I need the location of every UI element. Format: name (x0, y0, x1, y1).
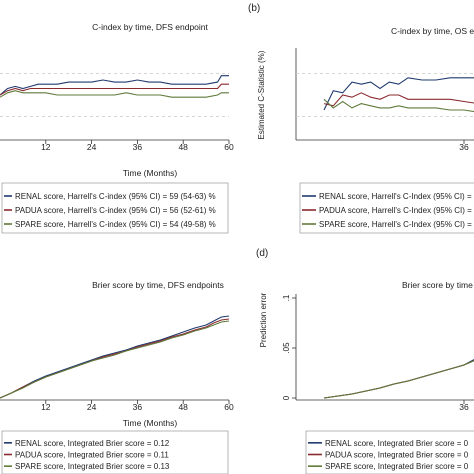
series-line (323, 360, 474, 399)
series-line (0, 315, 230, 399)
x-tick-label: 36 (459, 402, 469, 412)
x-tick-label: 36 (133, 142, 143, 152)
y-tick-label: .1 (282, 294, 291, 301)
panel-c: Brier score by time, DFS endpoints Time … (0, 280, 234, 474)
legend-entry: PADUA score, Integrated Brier score = 0 (325, 451, 469, 460)
panel-d-legend: RENAL score, Integrated Brier score = 0 P… (305, 430, 474, 474)
y-tick-label: 0 (282, 395, 291, 400)
legend-box (305, 430, 474, 474)
legend-entry: SPARE score, Integrated Brier score = 0 (325, 462, 469, 471)
panel-d-ylabel: Prediction error (259, 292, 268, 347)
legend-entry: PADUA score, Harrell's C-Index (95% CI) … (319, 206, 474, 215)
x-tick-label: 36 (133, 402, 143, 412)
series-line (323, 360, 474, 399)
series-line (323, 98, 474, 113)
panel-d-label: (d) (256, 248, 268, 259)
x-tick-label: 12 (41, 402, 51, 412)
series-line (0, 320, 230, 399)
panel-a-xlabel: Time (Months) (123, 168, 178, 178)
panel-b-ylabel: Estimated C-Statistic (%) (257, 50, 266, 139)
panel-a-title: C-index by time, DFS endpoint (92, 22, 208, 32)
panel-b: (b) C-index by time, OS endp Estimated C… (248, 3, 474, 234)
panel-b-label: (b) (248, 3, 260, 14)
series-line (323, 92, 474, 107)
x-tick-label: 60 (224, 402, 234, 412)
legend-entry: RENAL score, Integrated Brier score = 0 (325, 439, 469, 448)
panel-a: C-index by time, DFS endpoint Time (Mont… (0, 22, 234, 234)
panel-d-title: Brier score by time (402, 280, 473, 290)
panel-a-legend: RENAL score, Harrell's C-index (95% CI) … (1, 182, 229, 234)
panel-b-title: C-index by time, OS endp (391, 26, 474, 36)
x-tick-label: 24 (87, 142, 97, 152)
series-line (0, 83, 229, 96)
legend-entry: SPARE score, Harrell's C-Index (95% CI) … (319, 220, 474, 229)
legend-box (1, 182, 229, 234)
legend-box (299, 182, 474, 234)
legend-entry: RENAL score, Integrated Brier score = 0.… (15, 439, 170, 448)
legend-entry: SPARE score, Integrated Brier score = 0.… (15, 462, 170, 471)
legend-box (1, 430, 229, 474)
panel-c-xlabel: Time (Months) (123, 418, 178, 428)
series-line (0, 75, 229, 96)
panel-b-legend: RENAL score, Harrell's C-Index (95% CI) … (299, 182, 474, 234)
panel-c-legend: RENAL score, Integrated Brier score = 0.… (1, 430, 229, 474)
x-tick-label: 36 (459, 142, 469, 152)
panel-c-title: Brier score by time, DFS endpoints (92, 280, 224, 290)
y-tick-label: .05 (282, 342, 291, 354)
series-line (0, 90, 229, 98)
series-line (323, 77, 474, 111)
panel-d: (d) Brier score by time Prediction error… (256, 248, 474, 474)
x-tick-label: 24 (87, 402, 97, 412)
x-tick-label: 48 (178, 142, 188, 152)
legend-entry: RENAL score, Harrell's C-index (95% CI) … (15, 192, 216, 201)
legend-entry: SPARE score, Harrell's C-index (95% CI) … (15, 220, 216, 229)
x-tick-label: 60 (224, 142, 234, 152)
legend-entry: PADUA score, Harrell's C-index (95% CI) … (15, 206, 216, 215)
x-tick-label: 12 (41, 142, 51, 152)
x-tick-label: 48 (178, 402, 188, 412)
legend-entry: PADUA score, Integrated Brier score = 0.… (15, 451, 169, 460)
legend-entry: RENAL score, Harrell's C-Index (95% CI) … (319, 192, 474, 201)
series-line (323, 359, 474, 399)
